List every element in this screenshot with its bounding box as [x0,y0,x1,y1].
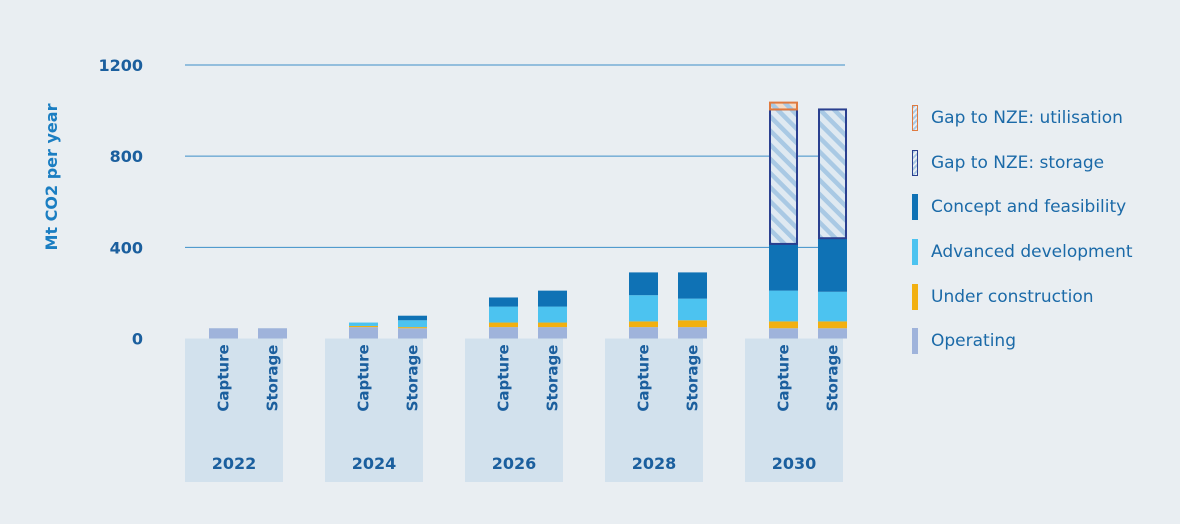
category-label-2026-capture: Capture [495,344,513,411]
year-label-2030: 2030 [772,454,817,473]
category-label-2028-capture: Capture [635,344,653,411]
group-bg-2024 [325,338,423,482]
category-label-2022-storage: Storage [264,345,282,412]
category-label-2030-capture: Capture [775,344,793,411]
bar-2030-storage-under-construction [818,321,847,329]
legend-label: Under construction [931,286,1094,307]
bar-2030-capture-advanced-development [769,290,798,322]
legend-label: Gap to NZE: utilisation [931,108,1123,129]
group-bg-2026 [465,338,563,482]
legend-swatch [912,105,918,132]
bar-2026-storage-operating [538,327,567,339]
legend-item-advanced-development: Advanced development [912,230,1172,275]
legend-label: Advanced development [931,242,1133,263]
bar-2026-capture-under-construction [489,322,518,328]
bars [209,101,847,339]
year-label-2024: 2024 [352,454,397,473]
year-label-2022: 2022 [212,454,257,473]
bar-2028-capture-under-construction [629,321,658,328]
legend-item-gap-to-nze-storage: Gap to NZE: storage [912,141,1172,186]
category-labels: Capture Storage 2022 Capture Storage 2024 Capt… [212,344,842,473]
bar-2030-capture-operating [769,328,798,339]
legend-label: Concept and feasibility [931,197,1127,218]
bar-2024-capture-advanced-development [349,322,378,326]
gridlines [185,64,845,248]
group-bg-2028 [605,338,703,482]
bar-2024-storage-under-construction [398,327,427,329]
category-label-2022-capture: Capture [215,344,233,411]
bar-2028-capture-concept-and-feasibility [629,272,658,296]
legend: Gap to NZE: utilisation Gap to NZE: stora… [912,96,1172,364]
bar-2030-capture-under-construction [769,321,798,329]
legend-swatch [912,149,918,176]
legend-item-under-construction: Under construction [912,274,1172,319]
bar-2030-storage-operating [818,328,847,339]
bar-2026-storage-under-construction [538,322,567,328]
bar-2026-storage-advanced-development [538,306,567,323]
bar-2024-storage-advanced-development [398,320,427,328]
category-label-2030-storage: Storage [824,345,842,412]
year-label-2028: 2028 [632,454,677,473]
bar-2028-capture-operating [629,327,658,339]
bar-2026-capture-operating [489,327,518,339]
group-bg-2030 [745,338,843,482]
legend-label: Operating [931,331,1016,352]
legend-swatch [912,194,918,221]
bar-2028-capture-advanced-development [629,295,658,322]
bar-2024-storage-operating [398,328,427,339]
bar-2030-capture-gap-to-nze-storage [769,108,798,245]
bar-2028-storage-operating [678,327,707,339]
bar-2022-capture-operating [209,328,238,339]
legend-swatch [912,328,918,355]
y-tick-label-400: 400 [110,238,143,257]
legend-swatch [912,239,918,266]
year-group-backgrounds [185,338,843,482]
y-axis-ticks: 0 400 800 1200 [98,56,143,349]
category-label-2024-capture: Capture [355,344,373,411]
bar-2030-storage-gap-to-nze-storage [818,108,847,240]
category-label-2028-storage: Storage [684,345,702,412]
legend-item-concept-and-feasibility: Concept and feasibility [912,185,1172,230]
bar-2024-storage-concept-and-feasibility [398,315,427,321]
bar-2028-storage-advanced-development [678,298,707,321]
legend-label: Gap to NZE: storage [931,152,1105,173]
bar-2028-storage-under-construction [678,320,707,328]
legend-item-operating: Operating [912,319,1172,364]
bar-2030-storage-advanced-development [818,291,847,322]
category-label-2024-storage: Storage [404,345,422,412]
legend-swatch [912,283,918,310]
bar-2026-capture-concept-and-feasibility [489,297,518,307]
bar-2028-storage-concept-and-feasibility [678,272,707,299]
group-bg-2022 [185,338,283,482]
bar-2030-capture-concept-and-feasibility [769,243,798,291]
y-tick-label-800: 800 [110,147,143,166]
bar-2024-capture-under-construction [349,325,378,328]
y-tick-label-0: 0 [132,330,143,349]
bar-2030-capture-gap-to-nze-utilisation [769,101,798,111]
y-axis-label: Mt CO2 per year [42,103,61,250]
bar-2026-capture-advanced-development [489,306,518,323]
bar-2022-storage-operating [258,328,287,339]
bar-2024-capture-operating [349,327,378,339]
bar-2026-storage-concept-and-feasibility [538,290,567,307]
legend-item-gap-to-nze-utilisation: Gap to NZE: utilisation [912,96,1172,141]
bar-2030-storage-concept-and-feasibility [818,238,847,292]
y-tick-label-1200: 1200 [98,56,143,75]
year-label-2026: 2026 [492,454,537,473]
category-label-2026-storage: Storage [544,345,562,412]
